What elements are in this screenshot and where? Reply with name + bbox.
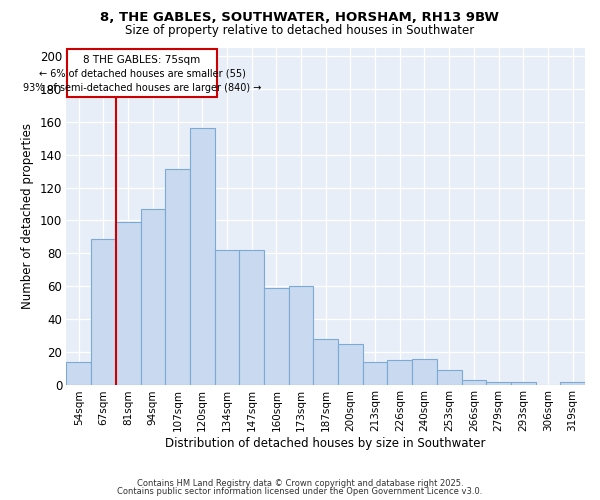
Bar — [313, 339, 338, 385]
Bar — [412, 359, 437, 385]
Y-axis label: Number of detached properties: Number of detached properties — [22, 124, 34, 310]
Bar — [264, 288, 289, 385]
Text: 93% of semi-detached houses are larger (840) →: 93% of semi-detached houses are larger (… — [23, 84, 261, 94]
Bar — [437, 370, 461, 385]
Text: Contains public sector information licensed under the Open Government Licence v3: Contains public sector information licen… — [118, 487, 482, 496]
Bar — [91, 238, 116, 385]
Bar — [165, 170, 190, 385]
Bar — [363, 362, 388, 385]
Text: Contains HM Land Registry data © Crown copyright and database right 2025.: Contains HM Land Registry data © Crown c… — [137, 478, 463, 488]
Bar — [67, 49, 217, 97]
Bar — [190, 128, 215, 385]
X-axis label: Distribution of detached houses by size in Southwater: Distribution of detached houses by size … — [166, 437, 486, 450]
Bar — [67, 362, 91, 385]
Text: 8, THE GABLES, SOUTHWATER, HORSHAM, RH13 9BW: 8, THE GABLES, SOUTHWATER, HORSHAM, RH13… — [101, 11, 499, 24]
Bar — [239, 250, 264, 385]
Text: ← 6% of detached houses are smaller (55): ← 6% of detached houses are smaller (55) — [38, 69, 245, 79]
Text: Size of property relative to detached houses in Southwater: Size of property relative to detached ho… — [125, 24, 475, 37]
Bar — [461, 380, 486, 385]
Bar — [338, 344, 363, 385]
Bar — [511, 382, 536, 385]
Text: 8 THE GABLES: 75sqm: 8 THE GABLES: 75sqm — [83, 54, 200, 64]
Bar — [215, 250, 239, 385]
Bar — [560, 382, 585, 385]
Bar — [388, 360, 412, 385]
Bar — [140, 209, 165, 385]
Bar — [486, 382, 511, 385]
Bar — [116, 222, 140, 385]
Bar — [289, 286, 313, 385]
